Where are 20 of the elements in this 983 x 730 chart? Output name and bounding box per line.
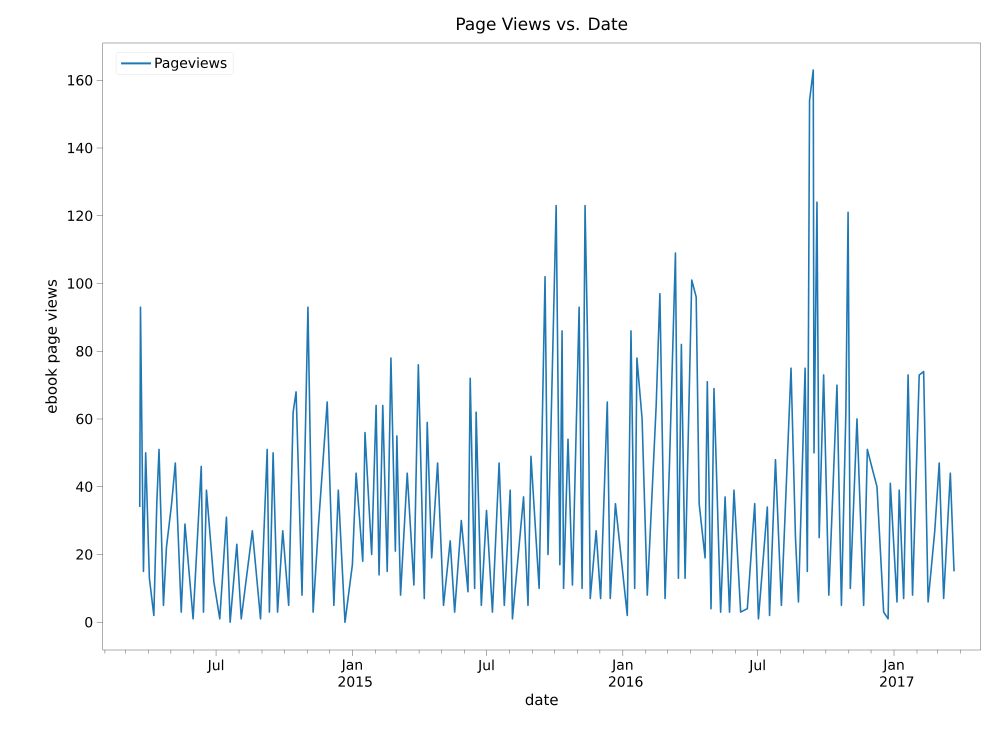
- chart-title: Page Views vs. Date: [457, 17, 628, 34]
- y-tick-label: 0: [85, 616, 92, 628]
- y-tick-label: 60: [76, 414, 92, 424]
- x-tick-label: Jul: [477, 660, 494, 673]
- x-axis-title: date: [526, 694, 558, 706]
- line-series: [138, 69, 955, 624]
- x-tick-label: Jul: [748, 660, 765, 673]
- y-tick-label: 80: [76, 346, 92, 357]
- y-tick-label: 100: [68, 278, 92, 289]
- y-tick-label: 140: [68, 142, 92, 154]
- y-axis-title: ebook page views: [45, 280, 60, 413]
- y-tick-label: 160: [68, 74, 92, 86]
- x-tick-label: Jul: [206, 660, 224, 673]
- x-tick-label: Jan 2015: [338, 660, 372, 687]
- legend-label: Pageviews: [155, 57, 227, 71]
- x-tick-label: Jan 2017: [880, 660, 914, 687]
- y-tick-label: 40: [76, 481, 92, 492]
- y-tick-label: 120: [68, 210, 92, 222]
- x-tick-label: Jan 2016: [608, 660, 643, 687]
- y-tick-label: 20: [76, 549, 92, 560]
